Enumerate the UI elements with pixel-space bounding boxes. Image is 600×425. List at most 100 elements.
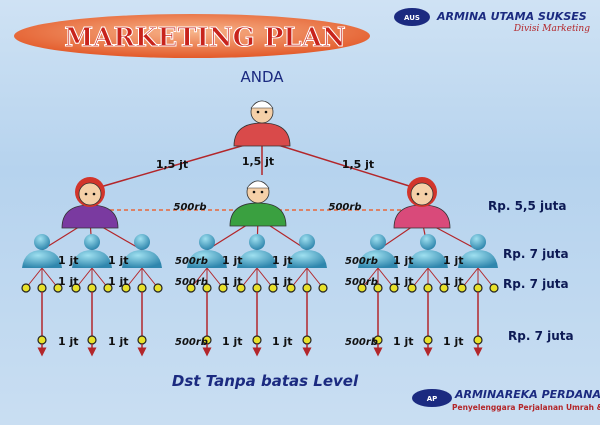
bonus-label: 1 jt xyxy=(222,275,243,288)
bonus-label: 500rb xyxy=(345,337,378,348)
shirt xyxy=(61,204,119,229)
person-body xyxy=(358,250,398,268)
person-head xyxy=(134,234,150,250)
downline-dot xyxy=(218,283,228,293)
bonus-label: 1 jt xyxy=(393,275,414,288)
bonus-label: 1 jt xyxy=(393,254,414,267)
downline-dot xyxy=(137,335,147,345)
level-total: Rp. 5,5 juta xyxy=(488,199,567,213)
footer-company-name: ARMINAREKA PERDANA xyxy=(454,388,600,401)
shirt xyxy=(233,122,291,147)
downline-dot xyxy=(252,283,262,293)
title-banner: MARKETING PLAN xyxy=(14,14,370,58)
company-logo-icon xyxy=(394,8,430,26)
svg-text:AUS: AUS xyxy=(404,14,420,22)
bonus-label: 500rb xyxy=(345,277,378,288)
bonus-label: 1 jt xyxy=(443,275,464,288)
person-head xyxy=(34,234,50,250)
downline-dot xyxy=(186,283,196,293)
person-body xyxy=(287,250,327,268)
bonus-label: 1 jt xyxy=(108,275,129,288)
bonus-label: 1 jt xyxy=(58,275,79,288)
person-head xyxy=(370,234,386,250)
level-total: Rp. 7 juta xyxy=(503,277,569,291)
downline-dot xyxy=(37,283,47,293)
page-title: MARKETING PLAN xyxy=(64,23,345,53)
person-head xyxy=(470,234,486,250)
downline-dot xyxy=(87,335,97,345)
eye xyxy=(424,192,428,196)
bonus-label: 1 jt xyxy=(443,254,464,267)
level-total: Rp. 7 juta xyxy=(503,247,569,261)
eye xyxy=(416,192,420,196)
svg-text:AP: AP xyxy=(427,395,438,403)
person-level2 xyxy=(122,234,162,268)
bonus-label: 1 jt xyxy=(443,335,464,348)
downline-dot xyxy=(489,283,499,293)
person-level2 xyxy=(22,234,62,268)
person-level1 xyxy=(393,177,451,229)
connector-line xyxy=(89,139,263,191)
bonus-label: 1 jt xyxy=(393,335,414,348)
root-label: ANDA xyxy=(240,68,284,86)
footer-logo-icon xyxy=(412,389,452,407)
person-level2 xyxy=(458,234,498,268)
downline-dot xyxy=(87,283,97,293)
eye xyxy=(256,110,260,114)
face xyxy=(78,182,102,206)
face xyxy=(410,182,434,206)
bonus-label: 1 jt xyxy=(272,335,293,348)
person-body xyxy=(72,250,112,268)
company-logo: AUS ARMINA UTAMA SUKSES Divisi Marketing xyxy=(394,8,590,34)
downline-dot xyxy=(389,283,399,293)
downline-dot xyxy=(252,335,262,345)
shirt xyxy=(393,204,451,229)
downline-dot xyxy=(286,283,296,293)
downline-dot xyxy=(137,283,147,293)
person-body xyxy=(237,250,277,268)
bonus-label: 1,5 jt xyxy=(156,158,188,171)
downline-dot xyxy=(53,283,63,293)
person-level1 xyxy=(61,177,119,229)
company-division: Divisi Marketing xyxy=(513,24,590,34)
person-level2 xyxy=(72,234,112,268)
downline-dot xyxy=(318,283,328,293)
title-oval xyxy=(14,14,370,58)
downline-dot xyxy=(302,283,312,293)
eye xyxy=(92,192,96,196)
bonus-label: 1 jt xyxy=(272,275,293,288)
person-level2 xyxy=(408,234,448,268)
person-body xyxy=(408,250,448,268)
downline-dot xyxy=(153,283,163,293)
downline-dot xyxy=(121,283,131,293)
person-head xyxy=(249,234,265,250)
person-level2 xyxy=(358,234,398,268)
bonus-label: 1 jt xyxy=(108,254,129,267)
footer-tagline: Penyelenggara Perjalanan Umrah & Haji Pl… xyxy=(452,403,600,412)
bonus-label: 1 jt xyxy=(108,335,129,348)
eye xyxy=(260,190,264,194)
downline-dot xyxy=(457,283,467,293)
person-level1 xyxy=(229,180,287,227)
person-you xyxy=(233,100,291,147)
person-head xyxy=(299,234,315,250)
bonus-label: 1,5 jt xyxy=(242,155,274,168)
downline-dot xyxy=(37,335,47,345)
downline-dot xyxy=(21,283,31,293)
bonus-label: 1,5 jt xyxy=(342,158,374,171)
eye xyxy=(84,192,88,196)
downline-dot xyxy=(357,283,367,293)
bonus-label: 500rb xyxy=(175,337,208,348)
person-head xyxy=(199,234,215,250)
downline-dot xyxy=(236,283,246,293)
downline-dot xyxy=(439,283,449,293)
person-level2 xyxy=(237,234,277,268)
person-body xyxy=(122,250,162,268)
downline-dot xyxy=(423,335,433,345)
cap xyxy=(250,100,274,109)
downline-dot xyxy=(302,335,312,345)
pair-bonus-label: 500rb xyxy=(329,202,362,213)
shirt xyxy=(229,202,287,227)
